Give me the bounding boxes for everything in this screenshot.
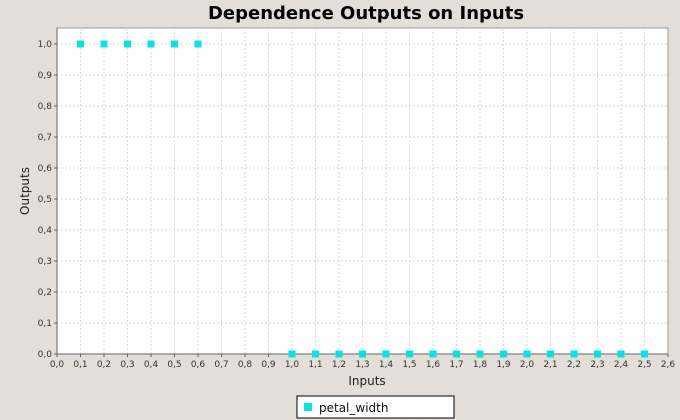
x-tick-label: 0,8 (238, 360, 253, 370)
legend-box (296, 395, 455, 419)
data-point (547, 350, 554, 358)
x-tick-label: 1,1 (308, 360, 322, 370)
data-point (429, 350, 437, 358)
x-tick-label: 1,2 (332, 360, 346, 370)
x-tick-label: 2,0 (520, 360, 535, 370)
y-tick-label: 0,6 (38, 164, 53, 174)
x-tick-label: 0,6 (191, 360, 206, 370)
x-tick-label: 1,9 (496, 360, 511, 370)
y-tick-label: 0,1 (38, 319, 52, 329)
x-axis-ticks: 0,0 0,1 0,2 0,3 0,4 0,5 0,6 0,7 0,8 0,9 1,0 1,1 1,2 1… (50, 354, 676, 370)
data-point (453, 350, 460, 358)
x-axis-label: Inputs (348, 374, 385, 388)
x-tick-label: 1,7 (449, 360, 463, 370)
x-tick-label: 1,6 (426, 360, 441, 370)
x-tick-label: 1,0 (285, 360, 300, 370)
data-point (124, 40, 131, 48)
x-tick-label: 2,6 (661, 360, 676, 370)
x-tick-label: 2,3 (590, 360, 604, 370)
data-point (335, 350, 343, 358)
legend: petal_width (296, 395, 455, 419)
data-point (570, 350, 578, 358)
data-point (641, 350, 648, 358)
x-tick-label: 0,7 (214, 360, 228, 370)
data-point (312, 350, 319, 358)
data-point (617, 350, 625, 358)
x-tick-label: 2,2 (567, 360, 581, 370)
x-tick-label: 0,5 (167, 360, 181, 370)
data-point (100, 40, 108, 48)
x-tick-label: 2,1 (543, 360, 557, 370)
x-tick-label: 0,4 (144, 360, 159, 370)
data-point (147, 40, 155, 48)
data-point (171, 40, 178, 48)
y-tick-label: 0,4 (38, 226, 53, 236)
data-point (77, 40, 84, 48)
x-tick-label: 0,0 (50, 360, 65, 370)
x-tick-label: 0,2 (97, 360, 111, 370)
plot-area (56, 27, 669, 355)
data-point (382, 350, 390, 358)
x-tick-label: 0,1 (73, 360, 87, 370)
data-point (476, 350, 484, 358)
legend-swatch-icon (304, 403, 312, 411)
x-tick-label: 1,5 (402, 360, 416, 370)
y-tick-label: 0,9 (38, 71, 53, 81)
x-tick-label: 1,4 (379, 360, 394, 370)
grid (57, 28, 668, 354)
data-point (406, 350, 413, 358)
y-tick-label: 1,0 (38, 40, 53, 50)
x-tick-label: 1,8 (473, 360, 488, 370)
y-tick-label: 0,3 (38, 257, 52, 267)
legend-label: petal_width (319, 401, 388, 415)
y-axis-label: Outputs (18, 167, 32, 215)
data-point (500, 350, 507, 358)
data-point (194, 40, 202, 48)
y-tick-label: 0,5 (38, 195, 52, 205)
y-tick-label: 0,0 (38, 350, 53, 360)
y-axis-ticks: 0,0 0,1 0,2 0,3 0,4 0,5 0,6 0,7 0,8 0,9 1,0 (38, 40, 57, 360)
y-tick-label: 0,8 (38, 102, 53, 112)
data-point (594, 350, 601, 358)
x-tick-label: 1,3 (355, 360, 369, 370)
data-point (288, 350, 296, 358)
data-point (359, 350, 366, 358)
chart-title: Dependence Outputs on Inputs (208, 3, 524, 24)
x-tick-label: 2,5 (637, 360, 651, 370)
data-point (523, 350, 531, 358)
x-tick-label: 2,4 (614, 360, 629, 370)
data-points (77, 40, 648, 358)
y-tick-label: 0,2 (38, 288, 52, 298)
x-tick-label: 0,9 (261, 360, 276, 370)
x-tick-label: 0,3 (120, 360, 134, 370)
y-tick-label: 0,7 (38, 133, 52, 143)
